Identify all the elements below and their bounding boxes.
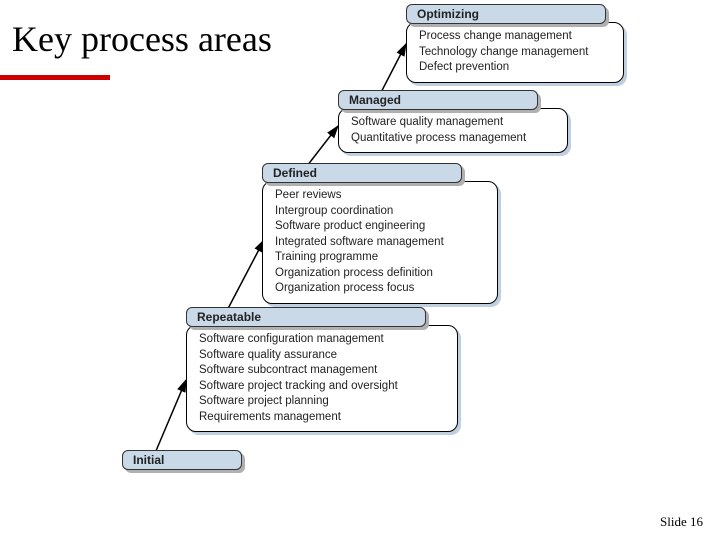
level-item: Software subcontract management <box>199 363 445 379</box>
level-header-repeatable: Repeatable <box>186 307 426 327</box>
level-item: Software project planning <box>199 394 445 410</box>
level-body-optimizing: Process change managementTechnology chan… <box>406 22 624 83</box>
slide-number: 16 <box>690 514 703 529</box>
level-item: Technology change management <box>419 45 611 61</box>
level-item: Intergroup coordination <box>275 204 485 220</box>
level-item: Peer reviews <box>275 188 485 204</box>
level-body-defined: Peer reviewsIntergroup coordinationSoftw… <box>262 181 498 304</box>
level-item: Organization process definition <box>275 266 485 282</box>
level-header-defined: Defined <box>262 163 462 183</box>
level-managed: ManagedSoftware quality managementQuanti… <box>338 90 568 153</box>
slide-footer: Slide 16 <box>660 514 703 530</box>
level-repeatable: RepeatableSoftware configuration managem… <box>186 307 458 432</box>
level-header-managed: Managed <box>338 90 538 110</box>
level-item: Organization process focus <box>275 281 485 297</box>
level-item: Quantitative process management <box>351 131 555 147</box>
level-item: Software project tracking and oversight <box>199 379 445 395</box>
slide-label: Slide <box>660 514 687 529</box>
level-optimizing: OptimizingProcess change managementTechn… <box>406 4 624 83</box>
level-item: Software configuration management <box>199 332 445 348</box>
level-header-initial: Initial <box>122 450 242 470</box>
level-item: Software quality assurance <box>199 348 445 364</box>
level-item: Process change management <box>419 29 611 45</box>
level-header-optimizing: Optimizing <box>406 4 606 24</box>
level-defined: DefinedPeer reviewsIntergroup coordinati… <box>262 163 498 304</box>
level-item: Defect prevention <box>419 60 611 76</box>
level-initial: Initial <box>122 450 242 470</box>
level-body-managed: Software quality managementQuantitative … <box>338 108 568 153</box>
level-item: Integrated software management <box>275 235 485 251</box>
diagram: OptimizingProcess change managementTechn… <box>0 0 717 538</box>
level-item: Training programme <box>275 250 485 266</box>
level-item: Software quality management <box>351 115 555 131</box>
level-item: Software product engineering <box>275 219 485 235</box>
level-body-repeatable: Software configuration managementSoftwar… <box>186 325 458 432</box>
level-item: Requirements management <box>199 410 445 426</box>
